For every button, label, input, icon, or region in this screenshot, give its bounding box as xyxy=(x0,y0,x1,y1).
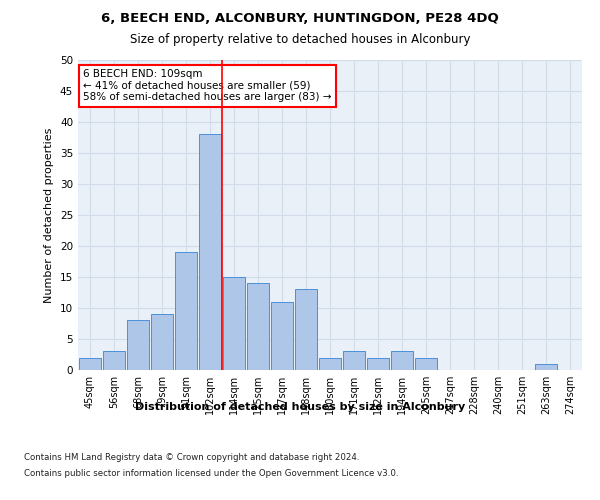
Bar xyxy=(415,358,437,370)
Bar xyxy=(175,252,197,370)
Bar xyxy=(391,352,413,370)
Bar xyxy=(223,277,245,370)
Text: Size of property relative to detached houses in Alconbury: Size of property relative to detached ho… xyxy=(130,32,470,46)
Text: Contains HM Land Registry data © Crown copyright and database right 2024.: Contains HM Land Registry data © Crown c… xyxy=(24,454,359,462)
Bar xyxy=(103,352,125,370)
Text: 6 BEECH END: 109sqm
← 41% of detached houses are smaller (59)
58% of semi-detach: 6 BEECH END: 109sqm ← 41% of detached ho… xyxy=(83,70,332,102)
Text: Distribution of detached houses by size in Alconbury: Distribution of detached houses by size … xyxy=(135,402,465,412)
Bar xyxy=(535,364,557,370)
Text: 6, BEECH END, ALCONBURY, HUNTINGDON, PE28 4DQ: 6, BEECH END, ALCONBURY, HUNTINGDON, PE2… xyxy=(101,12,499,26)
Bar xyxy=(151,314,173,370)
Bar xyxy=(295,290,317,370)
Bar xyxy=(319,358,341,370)
Bar xyxy=(271,302,293,370)
Bar xyxy=(367,358,389,370)
Bar xyxy=(247,283,269,370)
Bar xyxy=(343,352,365,370)
Y-axis label: Number of detached properties: Number of detached properties xyxy=(44,128,55,302)
Bar xyxy=(199,134,221,370)
Bar xyxy=(127,320,149,370)
Text: Contains public sector information licensed under the Open Government Licence v3: Contains public sector information licen… xyxy=(24,468,398,477)
Bar xyxy=(79,358,101,370)
